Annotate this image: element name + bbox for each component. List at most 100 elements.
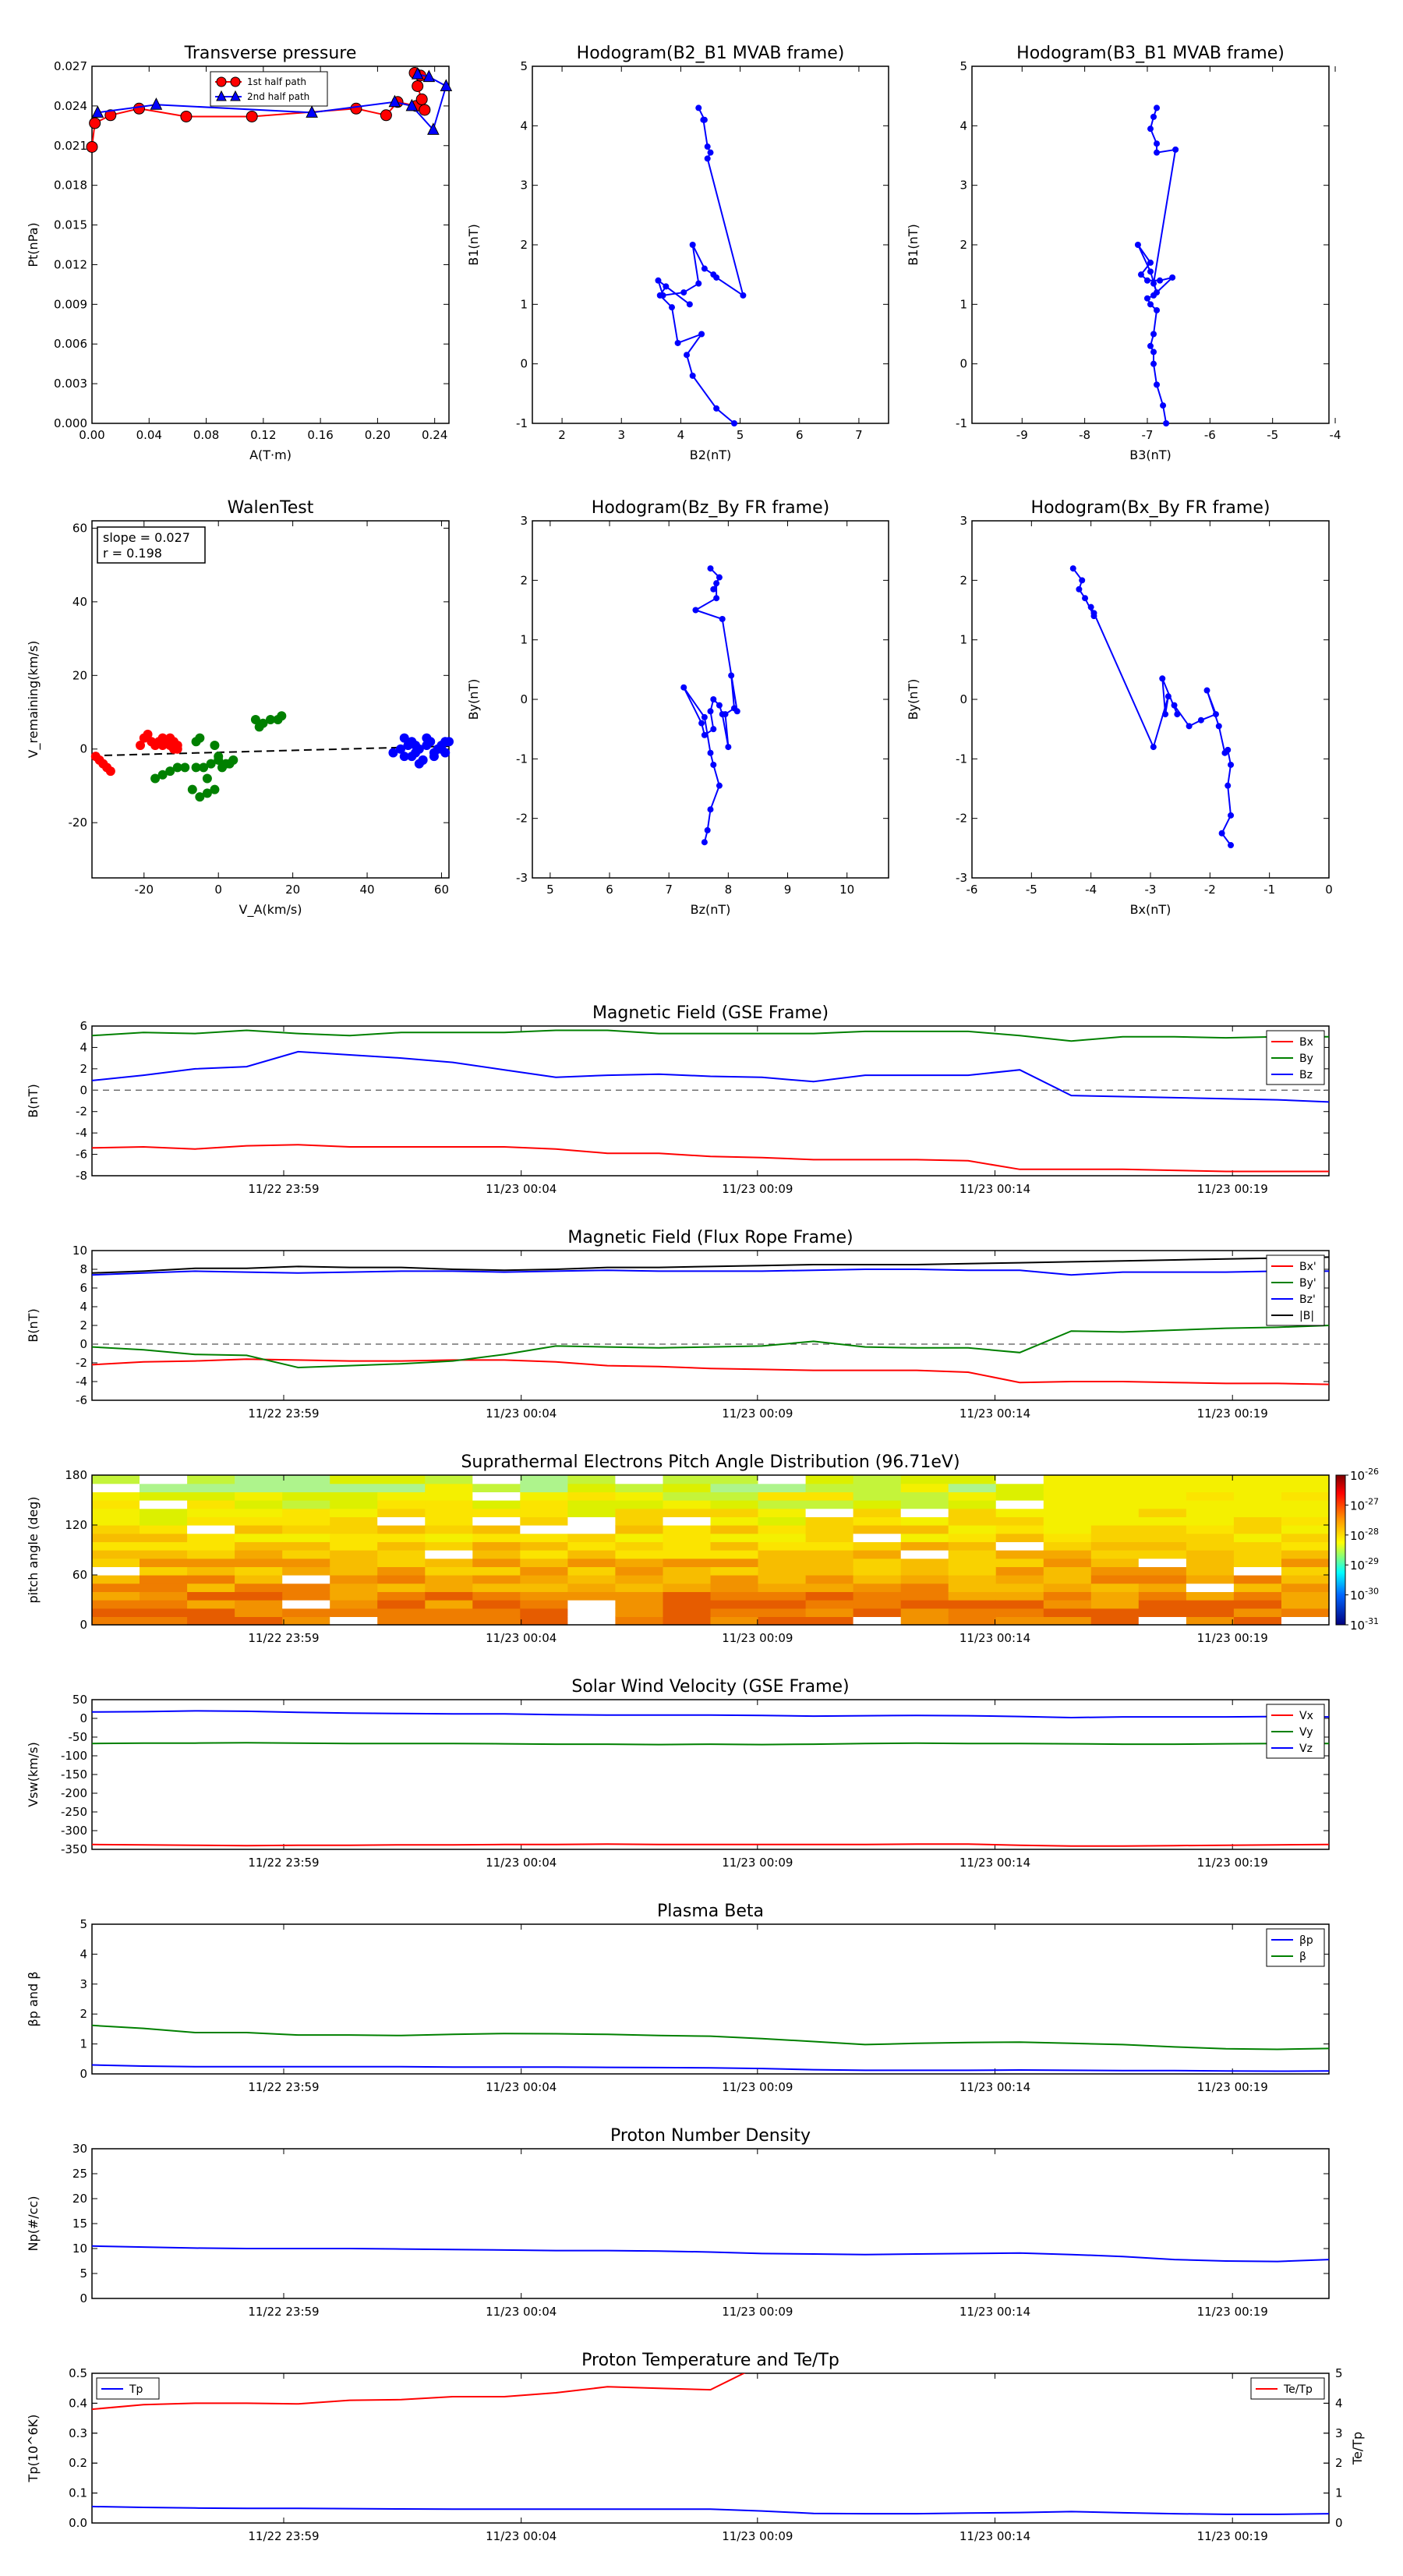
data-point — [1137, 271, 1144, 278]
data-point — [91, 105, 104, 118]
heatmap-cell — [377, 1566, 426, 1576]
heatmap-cell — [425, 1491, 473, 1501]
heatmap-cell — [853, 1525, 902, 1534]
heatmap-cell — [235, 1566, 283, 1576]
y-tick-label: 1 — [1335, 2486, 1343, 2500]
heatmap-cell — [235, 1616, 283, 1626]
heatmap-cell — [900, 1600, 949, 1609]
heatmap-cell — [567, 1608, 616, 1617]
walen-cluster — [388, 733, 454, 769]
heatmap-cell — [282, 1575, 330, 1584]
heatmap-cell — [663, 1558, 712, 1567]
heatmap-cell — [472, 1533, 521, 1542]
data-point — [157, 770, 168, 780]
series-line-Bx — [92, 1144, 1329, 1173]
heatmap-cell — [187, 1475, 235, 1484]
data-point — [1143, 295, 1150, 302]
y-tick-label: 2 — [80, 1318, 87, 1332]
heatmap-cell — [1043, 1491, 1092, 1501]
heatmap-cell — [948, 1600, 997, 1609]
legend-label: Vy — [1299, 1726, 1313, 1739]
heatmap-cell — [900, 1591, 949, 1601]
x-tick-label: 0.04 — [136, 428, 162, 442]
heatmap-cell — [995, 1508, 1044, 1517]
plot-area — [92, 1256, 1329, 1385]
series-line-Vx — [92, 1843, 1329, 1847]
heatmap-cell — [853, 1516, 902, 1526]
heatmap-cell — [948, 1525, 997, 1534]
heatmap-cell — [187, 1600, 235, 1609]
y-axis-label: Tp(10^6K) — [26, 2415, 41, 2483]
hodogram-trace — [1134, 104, 1179, 426]
data-point — [228, 755, 239, 765]
y-tick-label: 4 — [959, 119, 967, 133]
x-tick-label: 11/22 23:59 — [248, 1407, 319, 1421]
x-tick-label: 11/23 00:19 — [1197, 2305, 1268, 2319]
data-point — [707, 565, 714, 572]
heatmap-cell — [330, 1575, 378, 1584]
colorbar-tick-exponent: -31 — [1365, 1616, 1379, 1626]
data-point — [689, 242, 696, 248]
series-line-Vz — [92, 1710, 1329, 1719]
data-point — [716, 782, 723, 789]
legend: Te/Tp — [1250, 2377, 1325, 2400]
heatmap-cell — [1138, 1608, 1187, 1617]
heatmap-cell — [900, 1575, 949, 1584]
heatmap-cell — [805, 1591, 854, 1601]
heatmap-cell — [853, 1541, 902, 1551]
plot-area — [92, 2245, 1329, 2263]
heatmap-cell — [282, 1491, 330, 1501]
series-line-By — [92, 1325, 1329, 1369]
heatmap-cell — [948, 1550, 997, 1559]
heatmap-cell — [1281, 1483, 1330, 1492]
data-point — [180, 763, 190, 773]
heatmap-cell — [900, 1491, 949, 1501]
data-point — [187, 784, 197, 794]
data-point — [388, 94, 401, 108]
heatmap-cell — [1233, 1533, 1282, 1542]
heatmap-cell — [1090, 1566, 1140, 1576]
heatmap-cell — [567, 1550, 616, 1559]
x-tick-label: 11/22 23:59 — [248, 2529, 319, 2543]
y-tick-label: -200 — [61, 1786, 87, 1800]
x-tick-label: -1 — [1263, 883, 1275, 897]
data-point — [680, 684, 687, 691]
heatmap-cell — [758, 1483, 807, 1492]
heatmap-cell — [472, 1516, 521, 1526]
walen-cluster — [150, 711, 287, 802]
heatmap-cell — [330, 1516, 378, 1526]
y-tick-label: 0 — [80, 742, 87, 756]
annotation-box — [97, 526, 206, 564]
data-point — [86, 140, 98, 153]
heatmap-cell — [377, 1516, 426, 1526]
y-tick-label: 0 — [959, 357, 967, 371]
heatmap-cell — [520, 1475, 568, 1484]
heatmap-cell — [472, 1566, 521, 1576]
heatmap-cell — [758, 1575, 807, 1584]
heatmap-cell — [1043, 1483, 1092, 1492]
series-line- — [92, 2024, 1329, 2051]
heatmap-cell — [1090, 1483, 1140, 1492]
heatmap-cell — [615, 1591, 663, 1601]
y-tick-label: 0 — [80, 2291, 87, 2305]
y-tick-label: 0.1 — [69, 2486, 87, 2500]
x-tick-label: 11/23 00:09 — [722, 1182, 793, 1196]
x-tick-label: 11/23 00:14 — [959, 1407, 1030, 1421]
data-point — [695, 104, 702, 111]
heatmap-cell — [140, 1500, 188, 1509]
heatmap-cell — [235, 1583, 283, 1592]
heatmap-cell — [710, 1600, 759, 1609]
heatmap-cell — [282, 1566, 330, 1576]
y-axis-label-right: Te/Tp — [1350, 2432, 1365, 2465]
chart-title: Solar Wind Velocity (GSE Frame) — [571, 1677, 849, 1697]
heatmap-cell — [472, 1558, 521, 1567]
heatmap-cell — [805, 1575, 854, 1584]
y-tick-label: -6 — [76, 1393, 87, 1407]
data-point — [202, 773, 212, 784]
legend-label: |B| — [1299, 1310, 1314, 1322]
colorbar-tick-exponent: -28 — [1365, 1527, 1379, 1537]
heatmap-cell — [615, 1566, 663, 1576]
data-point — [89, 117, 101, 129]
series-line-p — [92, 2064, 1329, 2072]
heatmap-cell — [330, 1508, 378, 1517]
